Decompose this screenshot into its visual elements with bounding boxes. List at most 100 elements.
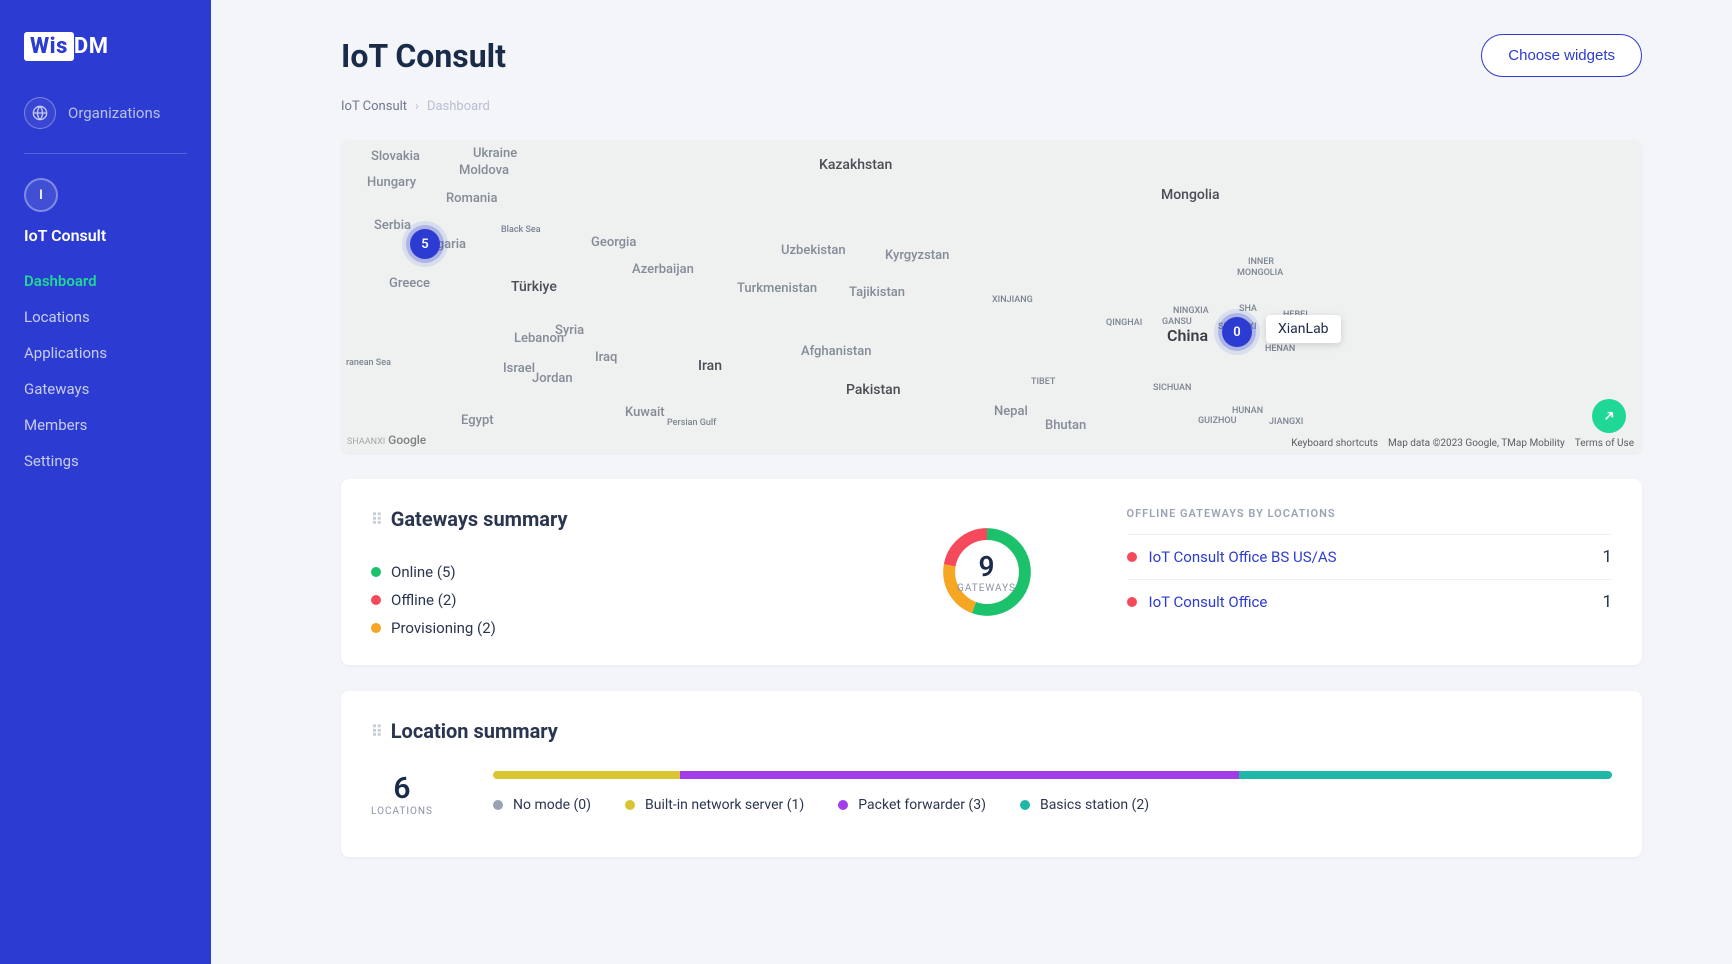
map-label: GUIZHOU — [1198, 416, 1236, 426]
map-data[interactable]: Map data ©2023 Google, TMap Mobility — [1388, 438, 1565, 449]
map-label: Egypt — [461, 413, 494, 428]
map-label: HENAN — [1265, 344, 1295, 354]
map-label: Kuwait — [625, 405, 665, 420]
map-label: Nepal — [994, 404, 1028, 419]
nav: DashboardLocationsApplicationsGatewaysMe… — [0, 263, 211, 479]
map-label: Slovakia — [371, 149, 420, 164]
map-label: China — [1167, 326, 1208, 345]
map-label: QINGHAI — [1106, 318, 1142, 328]
offline-subtitle: OFFLINE GATEWAYS BY LOCATIONS — [1127, 507, 1613, 520]
offline-row: IoT Consult Office BS US/AS 1 — [1127, 534, 1613, 579]
status-dot — [1127, 597, 1137, 607]
gateways-summary-widget: ⠿ Gateways summary Online (5)Offline (2)… — [341, 479, 1642, 665]
gateways-total-label: GATEWAYS — [957, 583, 1016, 594]
map-shortcuts[interactable]: Keyboard shortcuts — [1291, 438, 1378, 449]
legend-item: Basics station (2) — [1020, 797, 1149, 813]
sidebar-item-dashboard[interactable]: Dashboard — [0, 263, 211, 299]
legend-item: Packet forwarder (3) — [838, 797, 986, 813]
legend-dot — [371, 595, 381, 605]
gateways-total: 9 — [957, 550, 1016, 583]
main: IoT Consult Choose widgets IoT Consult ›… — [211, 0, 1732, 964]
map-label: Tajikistan — [849, 285, 905, 300]
map-label: MONGOLIA — [1237, 268, 1283, 278]
map-label: Serbia — [374, 218, 411, 233]
map-label: Pakistan — [846, 382, 900, 398]
offline-gateway-link[interactable]: IoT Consult Office — [1127, 593, 1268, 611]
legend-dot — [1020, 800, 1030, 810]
legend-item: Online (5) — [371, 563, 857, 581]
breadcrumb: IoT Consult › Dashboard — [341, 99, 1642, 114]
choose-widgets-button[interactable]: Choose widgets — [1481, 34, 1642, 77]
map-label: Iran — [698, 358, 722, 374]
globe-icon — [24, 97, 56, 129]
breadcrumb-sep: › — [415, 99, 419, 114]
drag-handle-icon[interactable]: ⠿ — [371, 722, 381, 741]
map-pin[interactable]: 0 — [1222, 317, 1252, 347]
sidebar-item-members[interactable]: Members — [0, 407, 211, 443]
map-label: Kyrgyzstan — [885, 248, 949, 263]
map-label: Bhutan — [1045, 418, 1086, 433]
map-label: Romania — [446, 191, 497, 206]
expand-map-button[interactable] — [1592, 399, 1626, 433]
breadcrumb-current: Dashboard — [427, 99, 490, 114]
map-label: Israel — [503, 361, 535, 376]
legend-item: Provisioning (2) — [371, 619, 857, 637]
map-label: Moldova — [459, 163, 509, 178]
map-label: Turkmenistan — [737, 281, 817, 296]
divider — [24, 153, 187, 154]
sidebar-item-settings[interactable]: Settings — [0, 443, 211, 479]
map-label: Uzbekistan — [781, 243, 846, 258]
legend-dot — [625, 800, 635, 810]
gateways-donut: 9 GATEWAYS — [927, 507, 1047, 637]
breadcrumb-root[interactable]: IoT Consult — [341, 99, 407, 114]
map-widget: SHAANXI Google Keyboard shortcuts Map da… — [341, 140, 1642, 453]
map-label: Ukraine — [473, 146, 517, 161]
status-dot — [1127, 552, 1137, 562]
map-label: NINGXIA — [1173, 306, 1209, 316]
map-label: Kazakhstan — [819, 157, 892, 173]
map-terms[interactable]: Terms of Use — [1575, 438, 1634, 449]
map-label: Hungary — [367, 175, 416, 190]
organizations-link[interactable]: Organizations — [0, 89, 211, 153]
offline-row: IoT Consult Office1 — [1127, 579, 1613, 624]
map-pin[interactable]: 5 — [410, 229, 440, 259]
map-label: INNER — [1248, 257, 1274, 267]
sidebar: WisDM Organizations I IoT Consult Dashbo… — [0, 0, 211, 964]
locations-total: 6 — [371, 771, 433, 806]
segment — [1239, 771, 1612, 779]
sidebar-item-applications[interactable]: Applications — [0, 335, 211, 371]
map-popup[interactable]: XianLab — [1266, 315, 1341, 343]
sidebar-item-locations[interactable]: Locations — [0, 299, 211, 335]
offline-gateway-link[interactable]: IoT Consult Office BS US/AS — [1127, 548, 1337, 566]
map-label: SICHUAN — [1153, 383, 1191, 393]
legend-dot — [371, 623, 381, 633]
logo[interactable]: WisDM — [0, 24, 211, 89]
organizations-label: Organizations — [68, 104, 161, 122]
sidebar-item-gateways[interactable]: Gateways — [0, 371, 211, 407]
locations-title: Location summary — [391, 719, 558, 743]
offline-count: 1 — [1602, 547, 1612, 567]
drag-handle-icon[interactable]: ⠿ — [371, 510, 381, 529]
locations-total-label: LOCATIONS — [371, 806, 433, 817]
map-label: Azerbaijan — [632, 262, 694, 277]
gateways-title: Gateways summary — [391, 507, 568, 531]
map-label: Greece — [389, 276, 430, 291]
legend-item: Built-in network server (1) — [625, 797, 804, 813]
expand-icon — [1601, 408, 1617, 424]
map-label: Persian Gulf — [667, 418, 716, 428]
org-avatar-row: I — [0, 178, 211, 226]
map-label: Iraq — [595, 350, 617, 365]
org-avatar: I — [24, 178, 58, 212]
org-name: IoT Consult — [0, 226, 211, 263]
legend-item: No mode (0) — [493, 797, 591, 813]
map-label: JIANGXI — [1269, 417, 1303, 427]
map-canvas[interactable]: SHAANXI Google Keyboard shortcuts Map da… — [341, 140, 1642, 453]
map-footer: Keyboard shortcuts Map data ©2023 Google… — [1291, 438, 1634, 449]
map-label: Türkiye — [511, 279, 557, 295]
map-label: SHA — [1239, 304, 1257, 314]
map-label: Black Sea — [501, 225, 541, 235]
map-label: Afghanistan — [801, 344, 871, 359]
map-label: Jordan — [532, 371, 573, 386]
locations-bar — [493, 771, 1612, 779]
map-label: ranean Sea — [346, 358, 391, 368]
